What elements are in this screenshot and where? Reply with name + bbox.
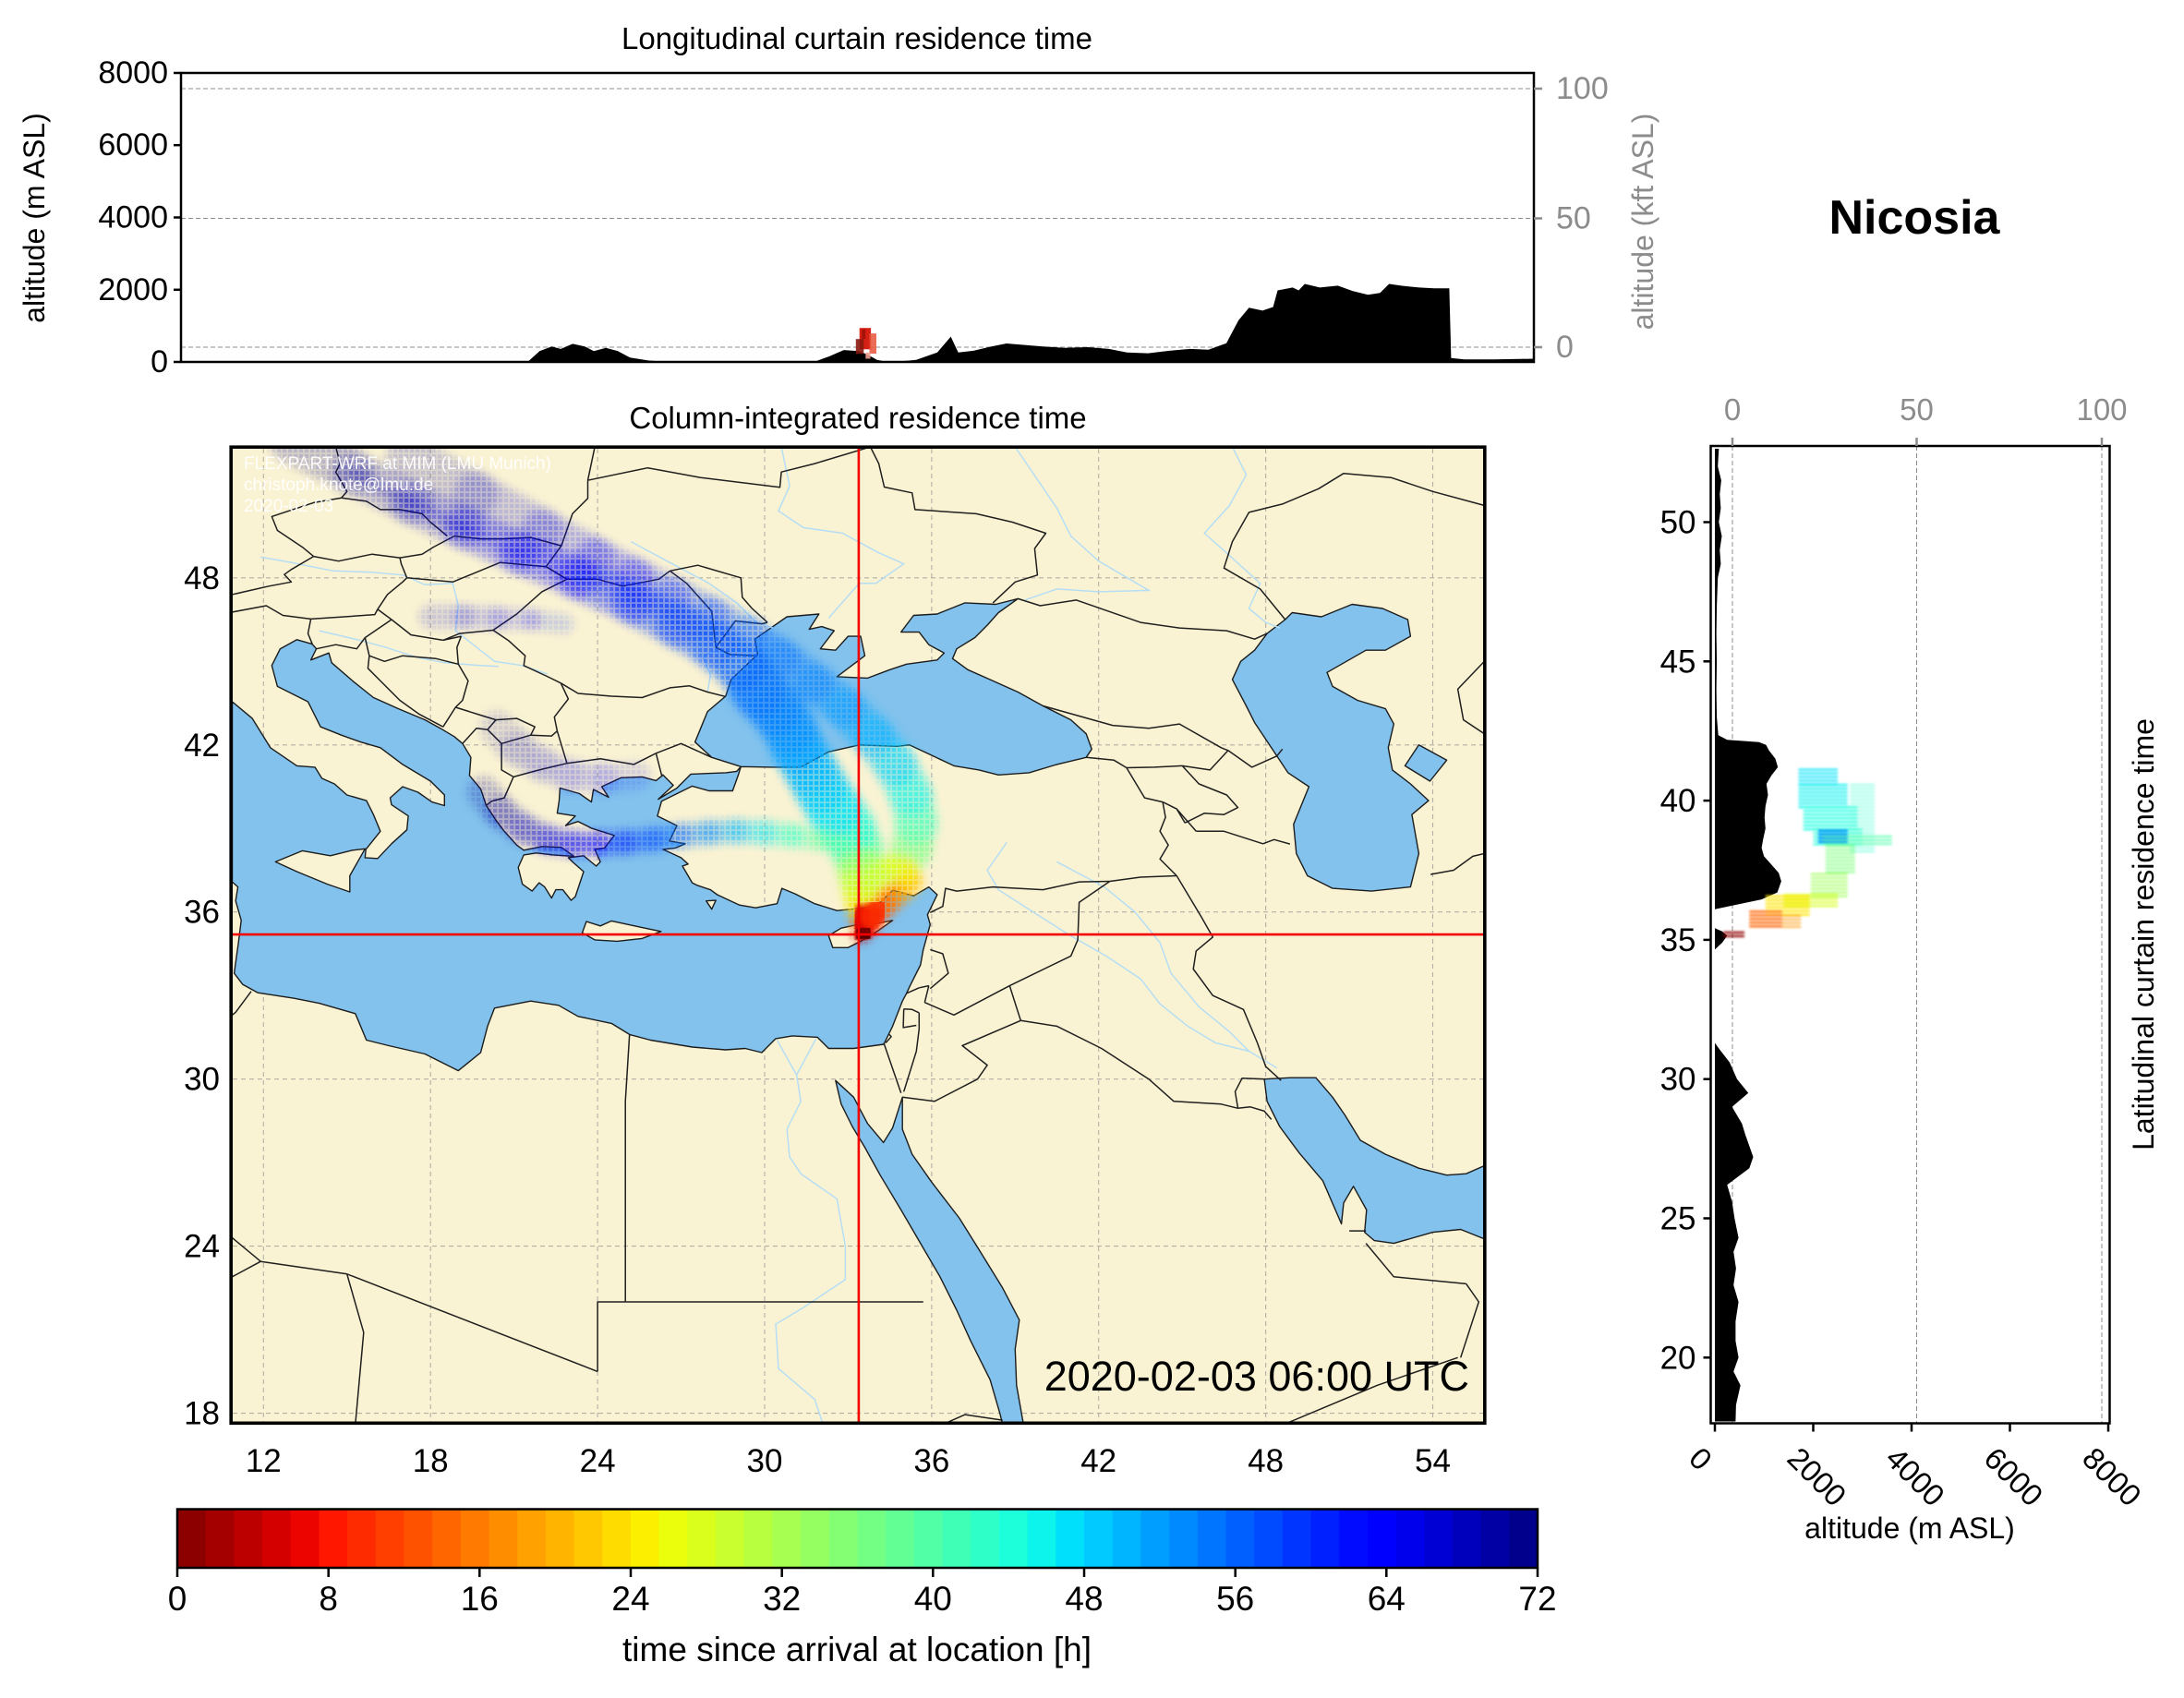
svg-text:64: 64: [1368, 1580, 1406, 1618]
svg-text:42: 42: [1080, 1443, 1116, 1479]
svg-text:2020-02-03 06:00 UTC: 2020-02-03 06:00 UTC: [1044, 1353, 1469, 1400]
svg-text:54: 54: [1415, 1443, 1451, 1479]
svg-text:35: 35: [1660, 922, 1696, 958]
svg-text:100: 100: [1556, 71, 1609, 106]
svg-text:30: 30: [1660, 1062, 1696, 1098]
svg-text:altitude (m ASL): altitude (m ASL): [18, 113, 51, 323]
svg-text:0: 0: [1556, 330, 1574, 365]
svg-text:25: 25: [1660, 1201, 1696, 1237]
svg-text:20: 20: [1660, 1340, 1696, 1376]
svg-text:24: 24: [184, 1229, 220, 1265]
svg-text:2000: 2000: [98, 272, 168, 307]
svg-text:24: 24: [580, 1443, 616, 1479]
svg-text:48: 48: [1065, 1580, 1103, 1618]
svg-text:18: 18: [184, 1396, 220, 1432]
svg-text:16: 16: [461, 1580, 499, 1618]
svg-text:8: 8: [319, 1580, 338, 1618]
svg-text:6000: 6000: [98, 127, 168, 163]
svg-text:2020-02-03: 2020-02-03: [244, 497, 333, 516]
svg-text:Column-integrated residence ti: Column-integrated residence time: [629, 401, 1086, 435]
svg-text:50: 50: [1900, 392, 1934, 427]
svg-text:altitude (m ASL): altitude (m ASL): [1804, 1511, 2015, 1545]
svg-text:Nicosia: Nicosia: [1829, 191, 2001, 245]
svg-text:30: 30: [184, 1062, 220, 1098]
svg-text:12: 12: [246, 1443, 282, 1479]
svg-text:0: 0: [168, 1580, 187, 1618]
svg-text:72: 72: [1518, 1580, 1556, 1618]
svg-text:36: 36: [184, 895, 220, 931]
svg-text:50: 50: [1556, 201, 1591, 236]
svg-text:42: 42: [184, 728, 220, 764]
svg-text:50: 50: [1660, 505, 1696, 541]
svg-text:40: 40: [914, 1580, 952, 1618]
svg-text:0: 0: [1724, 392, 1741, 427]
svg-text:30: 30: [747, 1443, 783, 1479]
svg-text:0: 0: [151, 344, 168, 379]
svg-text:4000: 4000: [98, 200, 168, 235]
svg-text:18: 18: [413, 1443, 449, 1479]
svg-text:FLEXPART-WRF at MIM (LMU Munic: FLEXPART-WRF at MIM (LMU Munich): [244, 454, 551, 474]
svg-text:48: 48: [1248, 1443, 1284, 1479]
svg-text:36: 36: [913, 1443, 949, 1479]
svg-text:32: 32: [763, 1580, 801, 1618]
svg-text:48: 48: [184, 560, 220, 596]
svg-text:christoph.knote@lmu.de: christoph.knote@lmu.de: [244, 476, 433, 495]
svg-text:time since arrival at location: time since arrival at location [h]: [622, 1631, 1092, 1668]
svg-text:40: 40: [1660, 783, 1696, 819]
svg-text:Longitudinal curtain residence: Longitudinal curtain residence time: [621, 21, 1092, 55]
svg-text:altitude (kft ASL): altitude (kft ASL): [1626, 114, 1659, 331]
svg-text:100: 100: [2076, 392, 2127, 427]
svg-text:Latitudinal curtain residence: Latitudinal curtain residence time: [2127, 718, 2160, 1150]
svg-text:24: 24: [611, 1580, 649, 1618]
svg-text:8000: 8000: [98, 55, 168, 90]
svg-text:45: 45: [1660, 644, 1696, 680]
svg-text:56: 56: [1216, 1580, 1254, 1618]
